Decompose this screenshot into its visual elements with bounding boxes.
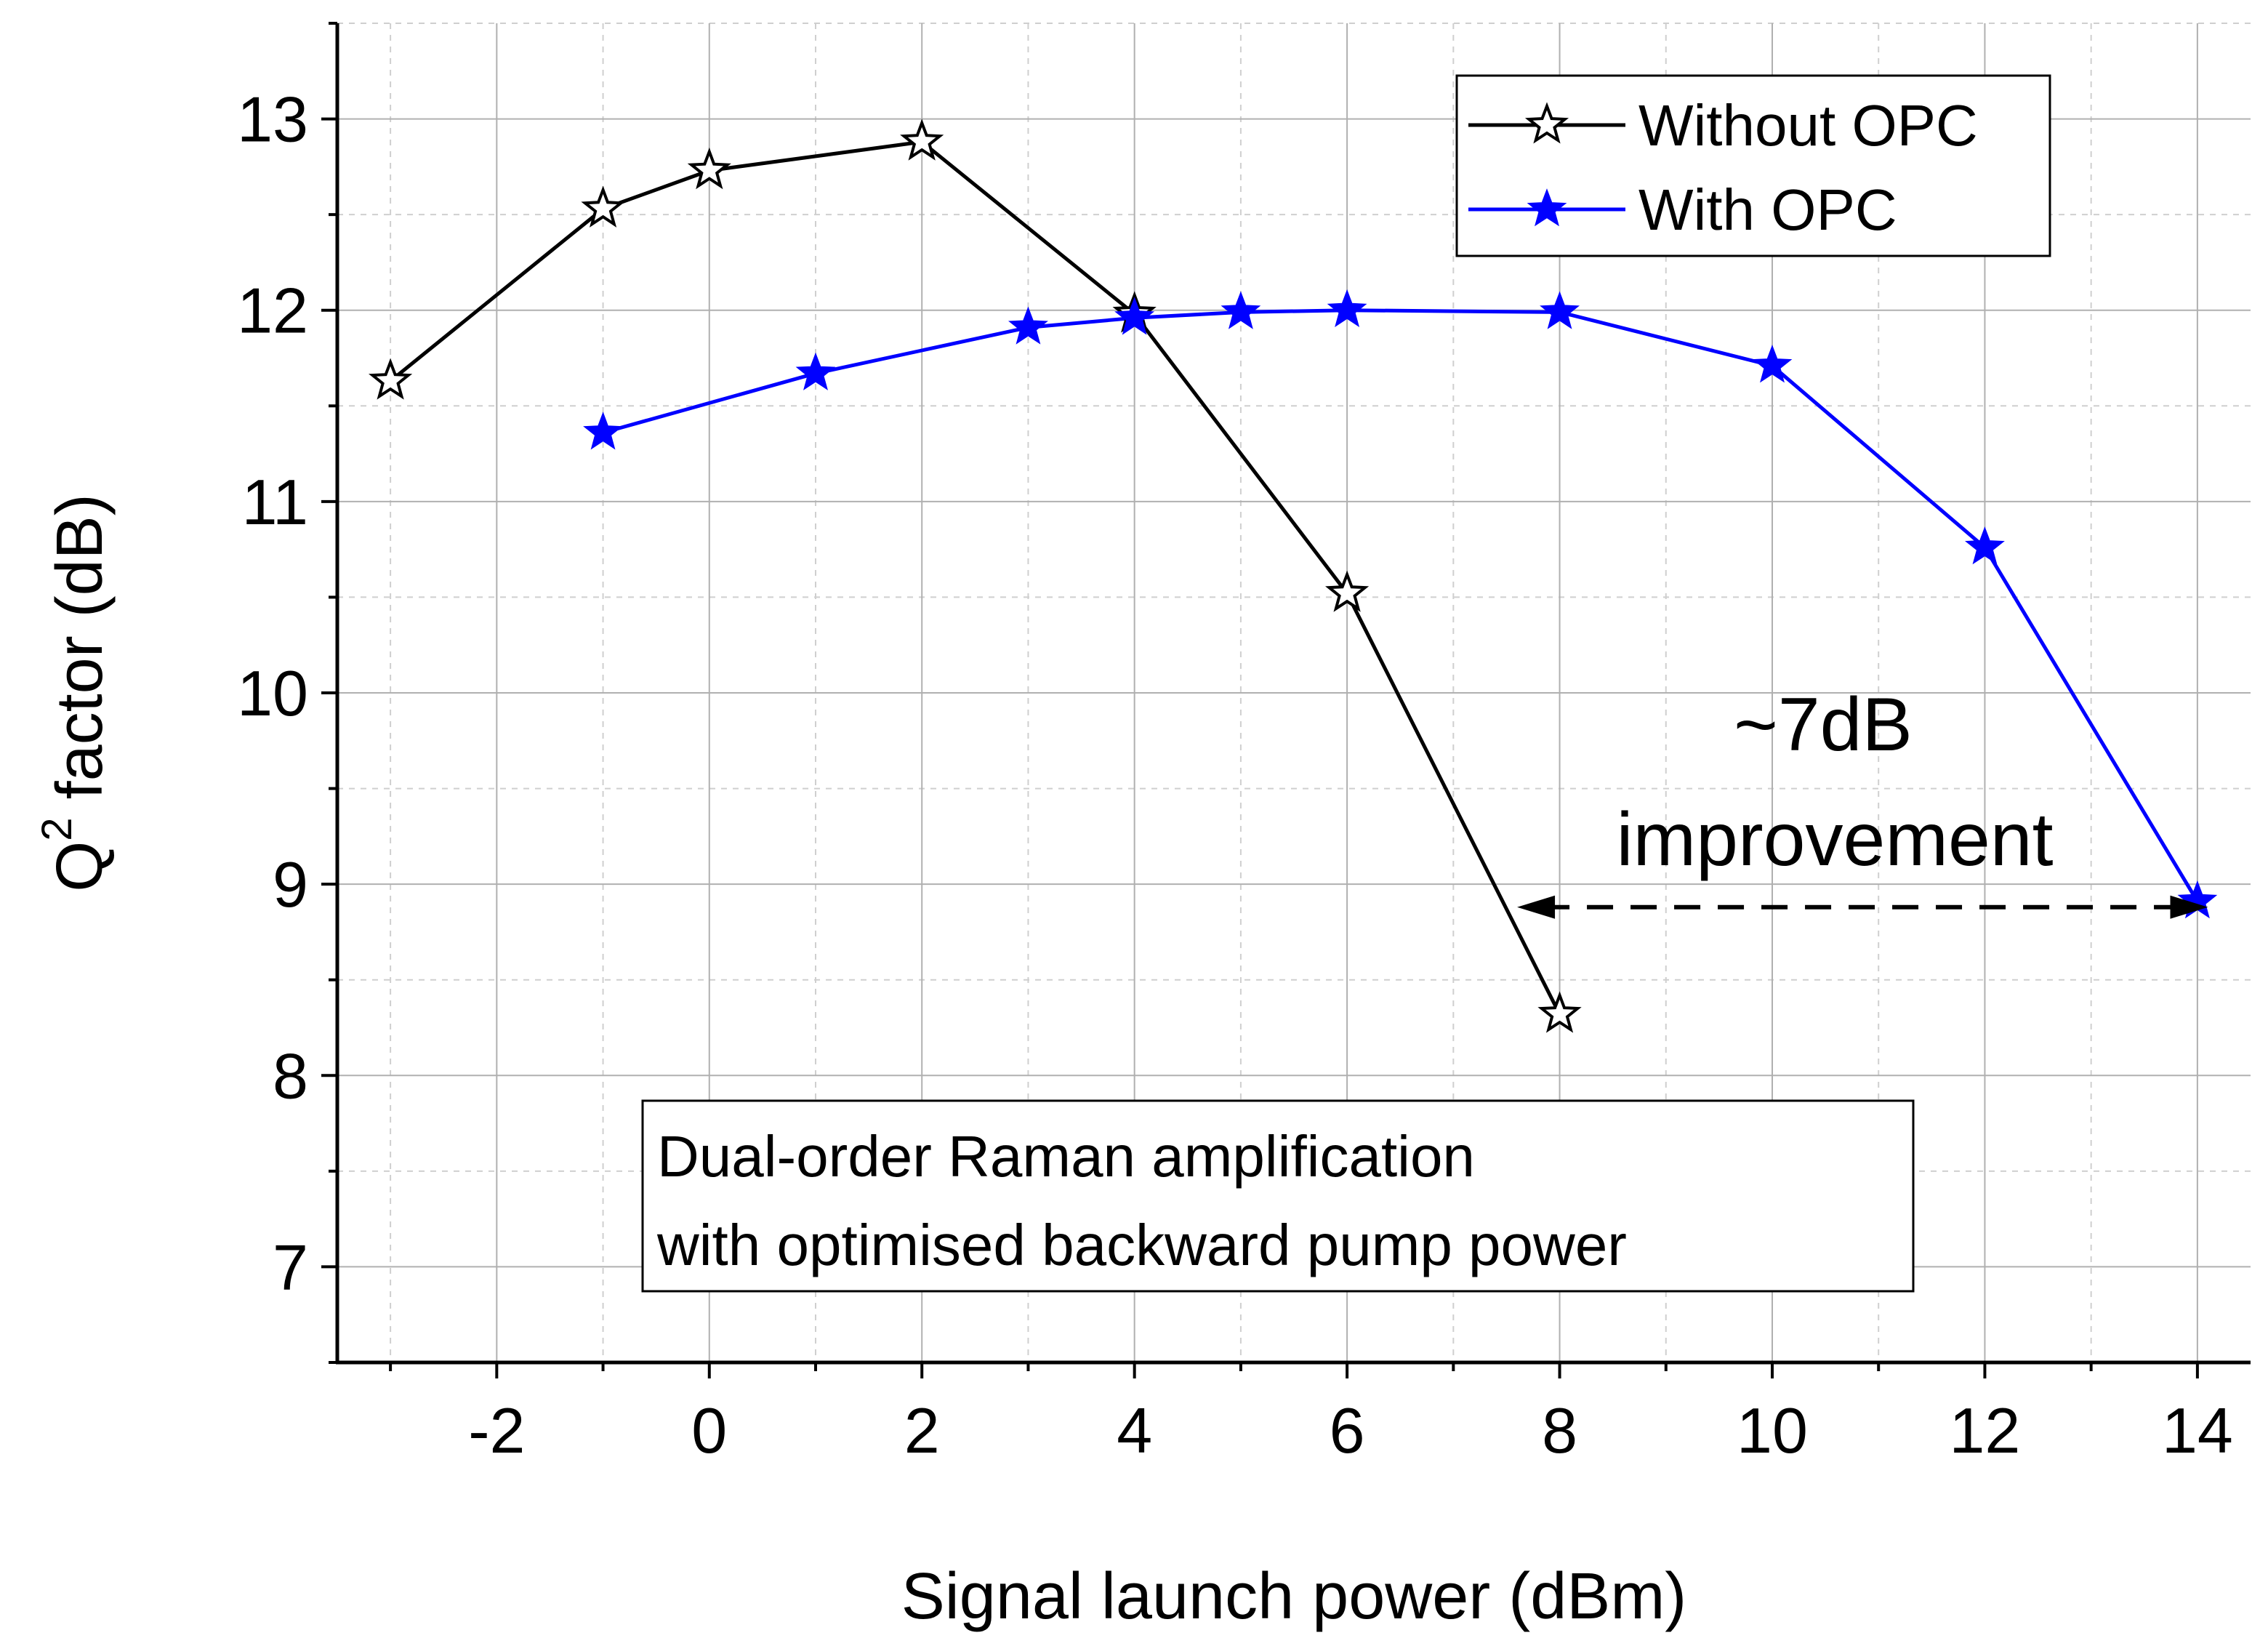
data-point-with-opc <box>1540 291 1580 329</box>
legend-box <box>1455 74 2051 257</box>
y-axis-title: Q2 factor (dB) <box>33 494 116 891</box>
data-point-without-opc <box>581 185 625 228</box>
y-axis-title-rest: factor (dB) <box>44 494 116 817</box>
improvement-label-line1: ~7dB <box>1734 683 1913 767</box>
data-point-with-opc <box>1008 306 1048 345</box>
legend-star <box>1524 102 1569 144</box>
data-point-with-opc <box>1114 297 1155 335</box>
y-tick-label: 10 <box>237 657 308 729</box>
arrow-head-left <box>1517 895 1556 919</box>
legend-marker-without-opc <box>1524 102 1569 144</box>
y-axis-title-superscript: 2 <box>33 817 81 840</box>
tick-labels: -2 0 2 4 6 8 10 12 14 7 8 9 10 11 12 13 <box>237 84 2233 1466</box>
data-point-without-opc <box>900 119 944 161</box>
data-point-without-opc <box>687 147 731 190</box>
legend-marker-with-opc <box>1527 188 1567 227</box>
note-box <box>641 1099 1915 1293</box>
x-tick-label: 4 <box>1117 1394 1152 1466</box>
note-line2: with optimised backward pump power <box>656 1213 1627 1277</box>
series-line-without-opc <box>389 140 1561 1016</box>
x-tick-label: 8 <box>1542 1394 1577 1466</box>
y-axis-title-q: Q <box>44 841 116 892</box>
x-tick-label: 12 <box>1949 1394 2020 1466</box>
arrow-head-right <box>2170 895 2208 919</box>
legend-label-without-opc: Without OPC <box>1638 93 1978 158</box>
y-tick-label: 9 <box>273 848 308 920</box>
x-tick-label: 6 <box>1330 1394 1365 1466</box>
data-point-with-opc <box>1327 289 1367 327</box>
data-point-with-opc <box>1221 291 1261 329</box>
x-tick-label: 2 <box>904 1394 940 1466</box>
x-axis-title: Signal launch power (dBm) <box>901 1560 1687 1633</box>
improvement-arrow <box>1517 895 2208 919</box>
legend-label-with-opc: With OPC <box>1638 177 1897 242</box>
data-point-with-opc <box>1965 526 2005 565</box>
data-point-with-opc <box>583 411 623 450</box>
legend: Without OPC With OPC <box>1455 74 2051 257</box>
legend-star <box>1527 188 1567 227</box>
x-tick-label: 0 <box>691 1394 727 1466</box>
note-line1: Dual-order Raman amplification <box>657 1124 1475 1189</box>
series-layer <box>369 119 2218 1033</box>
axis-ticks <box>321 22 2199 1378</box>
y-tick-label: 8 <box>273 1040 308 1112</box>
data-point-without-opc <box>1537 991 1582 1033</box>
data-point-with-opc <box>1752 345 1793 383</box>
x-tick-label: 10 <box>1737 1394 1808 1466</box>
data-point-with-opc <box>795 352 836 390</box>
y-tick-label: 12 <box>237 275 308 347</box>
y-tick-label: 11 <box>242 466 308 538</box>
x-tick-label: 14 <box>2162 1394 2233 1466</box>
series-line-with-opc <box>602 308 2200 903</box>
y-tick-label: 13 <box>237 84 308 156</box>
x-tick-label: -2 <box>468 1394 525 1466</box>
y-tick-label: 7 <box>273 1231 308 1303</box>
improvement-label-line2: improvement <box>1616 798 2053 882</box>
data-point-without-opc <box>1325 570 1370 612</box>
data-point-without-opc <box>369 358 413 400</box>
